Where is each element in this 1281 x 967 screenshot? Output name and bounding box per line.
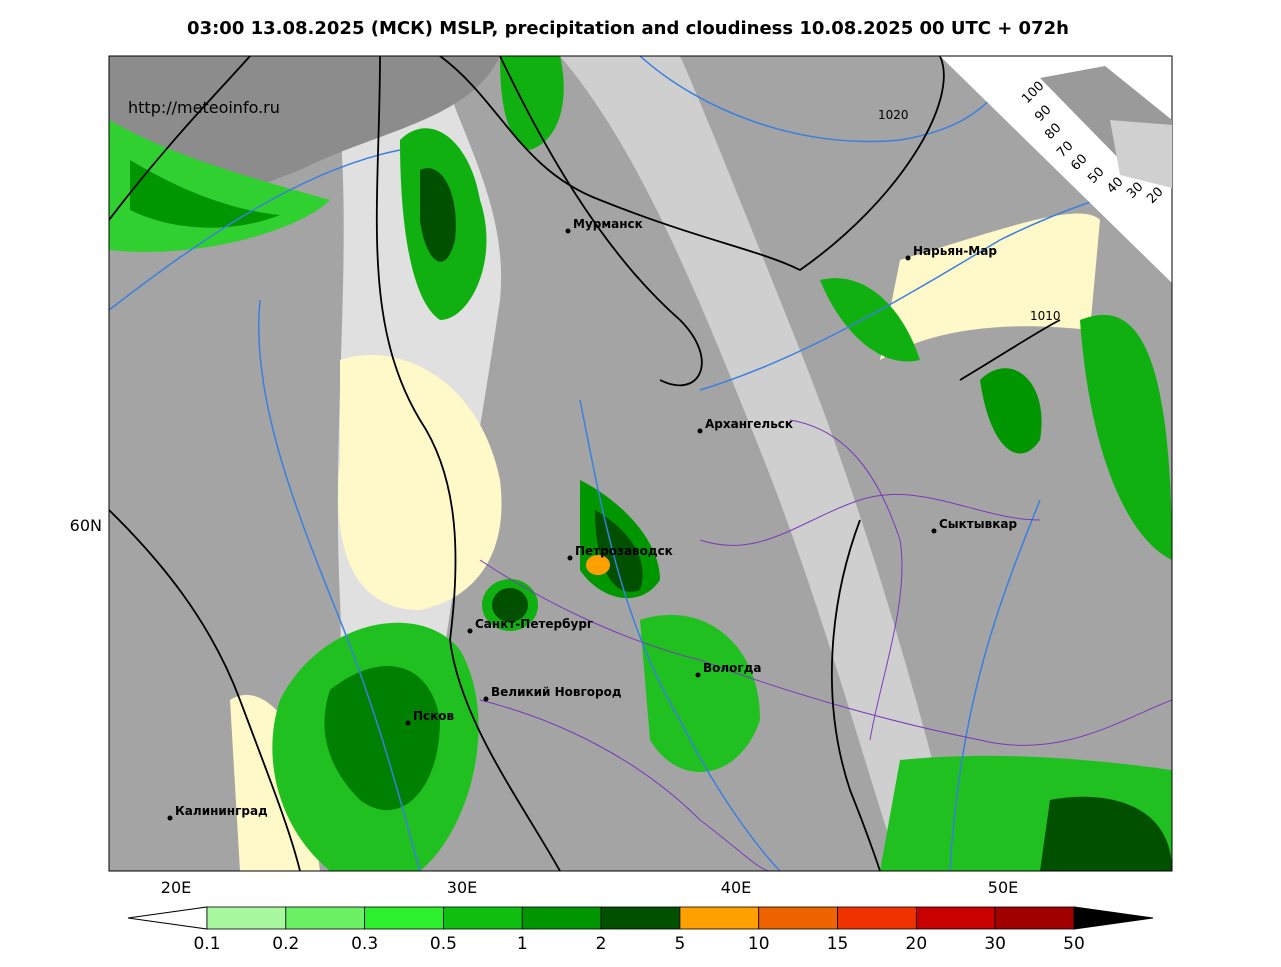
lon-label: 50E: [988, 878, 1018, 897]
legend-label: 0.3: [351, 934, 378, 954]
legend-swatch: [758, 906, 838, 930]
legend-swatch: [443, 906, 523, 930]
lon-label: 30E: [447, 878, 477, 897]
lat-label: 60N: [70, 516, 102, 535]
cloudiness-label: 50: [1085, 165, 1107, 187]
city-dot: [931, 528, 937, 534]
cloudiness-label: 90: [1032, 103, 1054, 125]
legend-swatch: [206, 906, 287, 930]
cloudiness-label: 40: [1104, 175, 1126, 197]
legend-label: 10: [748, 934, 770, 954]
cities: Мурманск Нарьян-Мар Архангельск Сыктывкар Пе…: [167, 108, 1061, 821]
legend-label: 5: [674, 934, 685, 954]
legend-label: 0.1: [193, 934, 220, 954]
legend-swatch: [364, 906, 444, 930]
precip-legend: 0.1 0.2 0.3 0.5 1 2 5 10 15 20 30 50: [127, 906, 1154, 954]
cloudiness-label: 20: [1144, 185, 1166, 207]
city-dot: [467, 628, 473, 634]
city-label: Архангельск: [705, 417, 793, 431]
city-label: Калининград: [175, 804, 268, 818]
city-dot: [167, 815, 173, 821]
legend-label: 0.2: [272, 934, 299, 954]
legend-swatch: [915, 906, 996, 930]
city-label: Петрозаводск: [575, 544, 673, 558]
city-label: Великий Новгород: [491, 685, 622, 699]
city-dot: [405, 720, 411, 726]
city-label: Санкт-Петербург: [475, 617, 593, 631]
city-dot: [905, 255, 911, 261]
legend-swatch: [600, 906, 681, 930]
city-dot: [483, 696, 489, 702]
map-field: [109, 56, 1172, 871]
city-label: Псков: [413, 709, 455, 723]
legend-swatch: [521, 906, 602, 930]
isobar-label: 1020: [878, 108, 909, 122]
legend-swatch: [994, 906, 1075, 930]
legend-swatch: [679, 906, 760, 930]
legend-label: 20: [906, 934, 928, 954]
city-dot: [697, 428, 703, 434]
legend-swatch: [837, 906, 917, 930]
lon-label: 40E: [721, 878, 751, 897]
legend-arrow-high: [1073, 906, 1154, 930]
cloudiness-label: 30: [1124, 180, 1146, 202]
city-label: Мурманск: [573, 217, 643, 231]
city-dot: [567, 555, 573, 561]
legend-label: 50: [1063, 934, 1085, 954]
lon-label: 20E: [161, 878, 191, 897]
legend-swatch: [285, 906, 366, 930]
legend-label: 2: [596, 934, 607, 954]
legend-label: 1: [517, 934, 528, 954]
city-dot: [565, 228, 571, 234]
legend-label: 30: [984, 934, 1006, 954]
legend-label: 0.5: [430, 934, 457, 954]
title: 03:00 13.08.2025 (МСК) MSLP, precipitati…: [187, 18, 1069, 39]
city-label: Вологда: [703, 661, 761, 675]
city-dot: [695, 672, 701, 678]
map-frame: [108, 55, 1173, 872]
cloudiness-label: 80: [1042, 121, 1064, 143]
city-label: Нарьян-Мар: [913, 244, 997, 258]
city-label: Сыктывкар: [939, 517, 1017, 531]
source-url: http://meteoinfo.ru: [128, 98, 280, 117]
legend-arrow-low: [127, 906, 208, 930]
cloudiness-label: 60: [1068, 152, 1090, 174]
isobar-label: 1010: [1030, 309, 1061, 323]
legend-label: 15: [827, 934, 849, 954]
axes: 20E 30E 40E 50E 60N: [70, 516, 1019, 897]
